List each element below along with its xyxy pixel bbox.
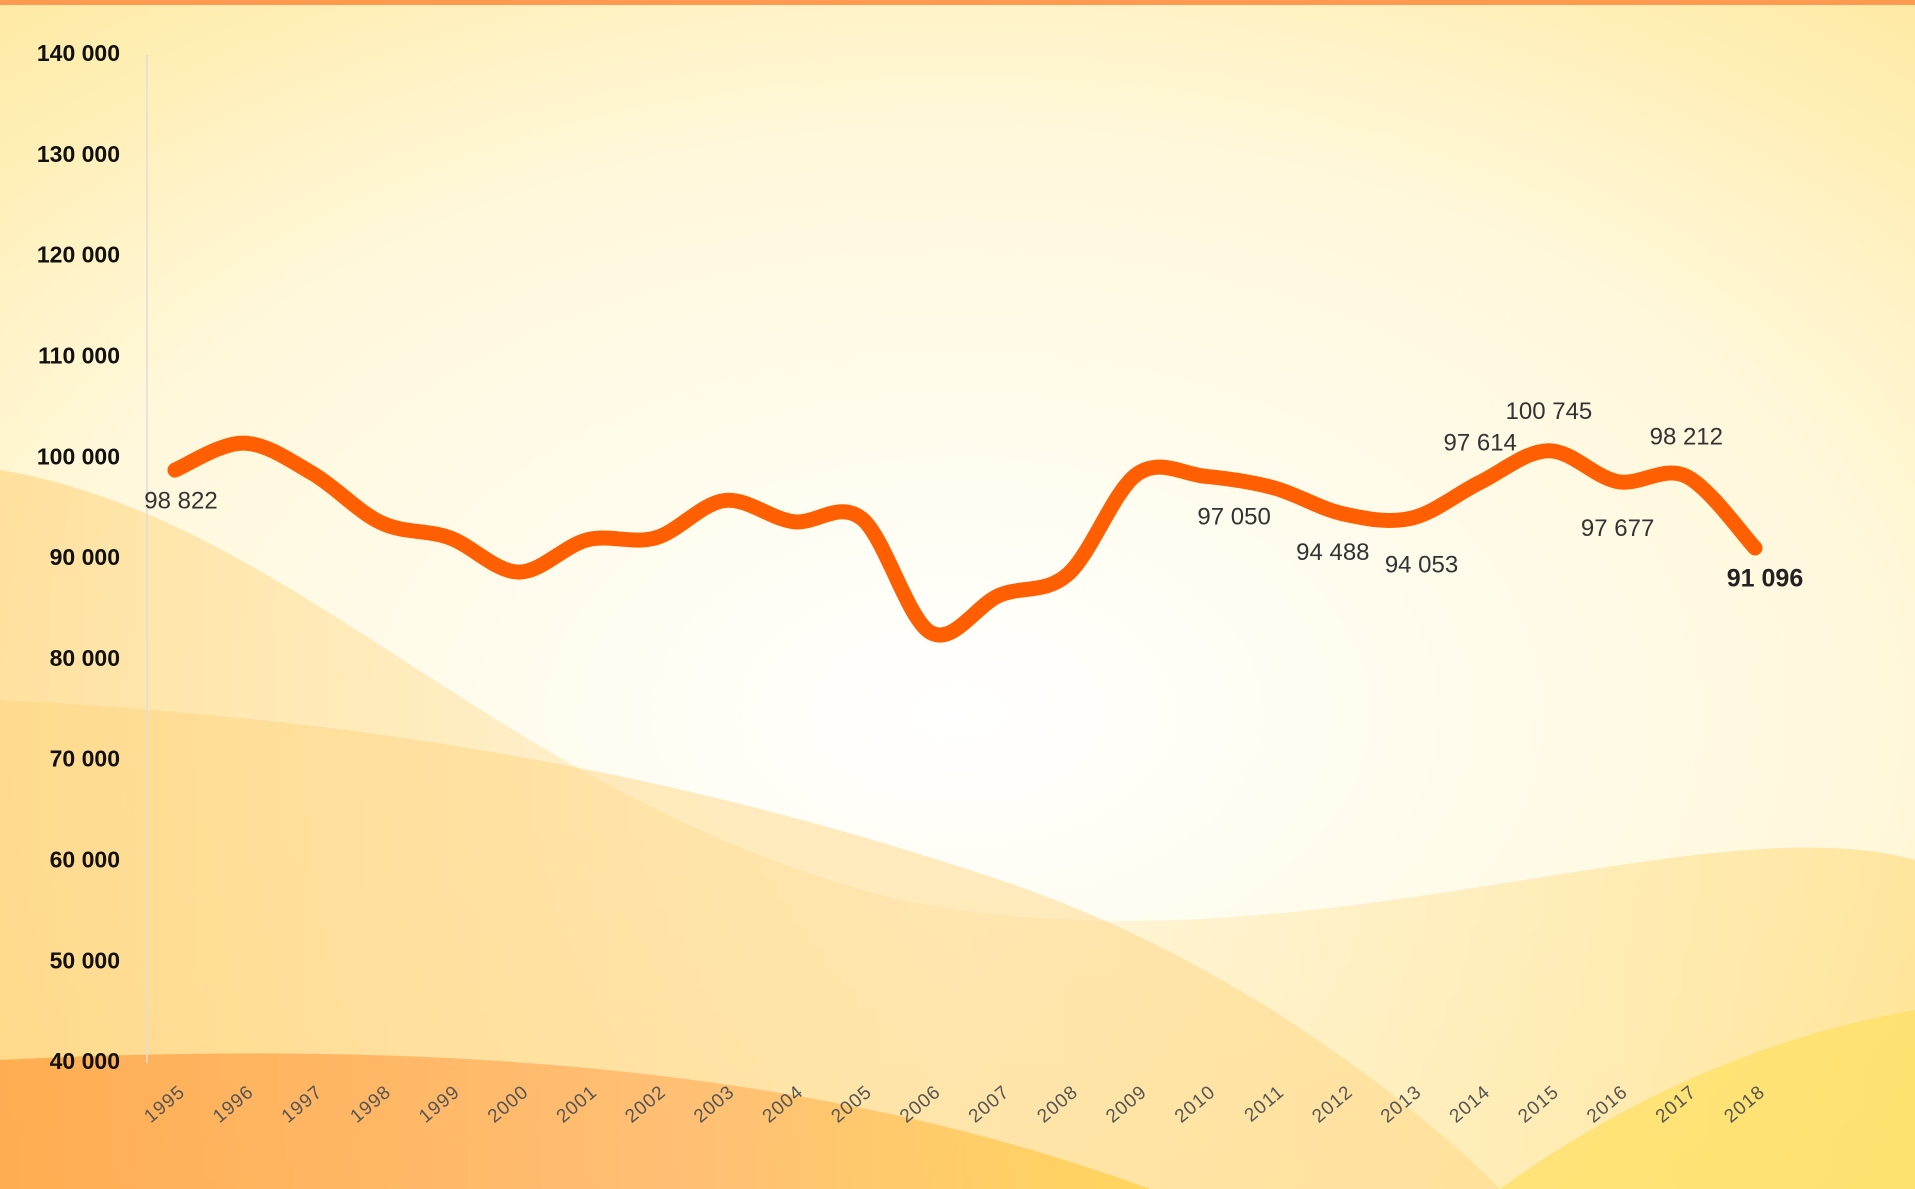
y-tick-label: 140 000 bbox=[37, 40, 120, 66]
data-label: 97 050 bbox=[1197, 503, 1270, 530]
data-label: 97 677 bbox=[1581, 515, 1654, 542]
y-tick-label: 40 000 bbox=[50, 1048, 120, 1074]
y-tick-label: 90 000 bbox=[50, 544, 120, 570]
y-tick-label: 110 000 bbox=[38, 342, 120, 368]
y-tick-label: 80 000 bbox=[50, 645, 120, 671]
data-label: 94 053 bbox=[1385, 551, 1458, 578]
wave bbox=[0, 470, 1915, 1189]
wave bbox=[1500, 1010, 1915, 1189]
line bbox=[167, 435, 1763, 643]
y-tick-label: 100 000 bbox=[37, 443, 120, 469]
y-tick-label: 70 000 bbox=[50, 746, 120, 772]
data-label: 94 488 bbox=[1296, 539, 1369, 566]
data-label: 98 212 bbox=[1650, 424, 1723, 451]
data-label: 100 745 bbox=[1506, 398, 1593, 425]
y-tick-label: 130 000 bbox=[37, 141, 120, 167]
top-bar bbox=[0, 0, 1915, 5]
data-label: 97 614 bbox=[1444, 430, 1517, 457]
y-tick-label: 120 000 bbox=[37, 242, 120, 268]
y-tick-label: 50 000 bbox=[50, 947, 120, 973]
wave bbox=[0, 1053, 1150, 1189]
data-label: 98 822 bbox=[144, 487, 217, 514]
y-tick-label: 60 000 bbox=[50, 846, 120, 872]
data-label: 91 096 bbox=[1727, 565, 1803, 593]
